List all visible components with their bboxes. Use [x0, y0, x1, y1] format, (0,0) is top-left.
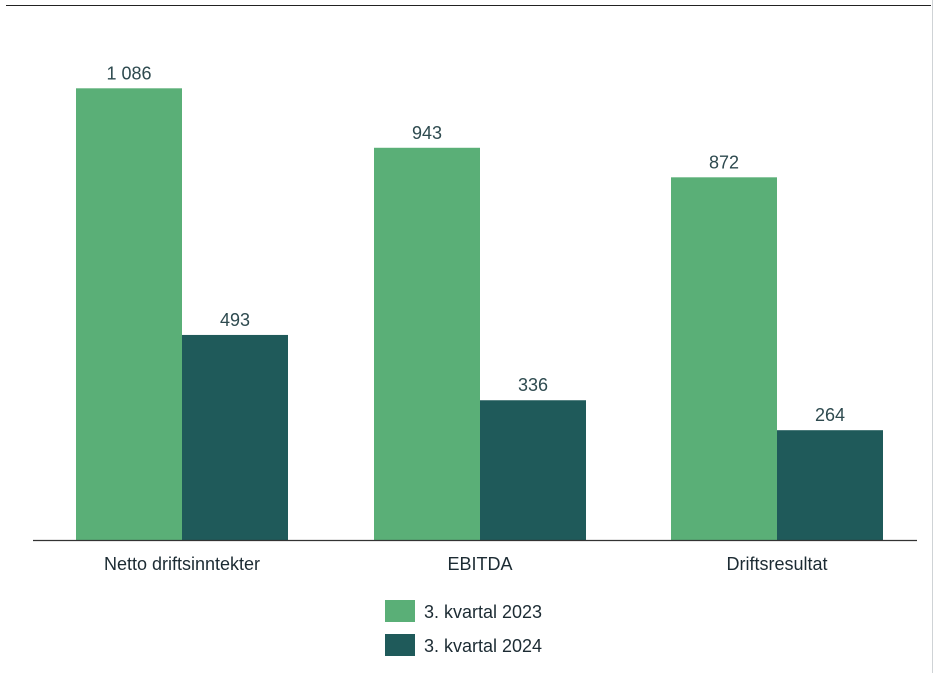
right-border	[932, 0, 933, 673]
legend-swatch	[385, 634, 415, 656]
x-tick-label: EBITDA	[447, 554, 512, 574]
x-tick-label: Netto driftsinntekter	[104, 554, 260, 574]
legend-label: 3. kvartal 2024	[424, 636, 542, 656]
data-label: 1 086	[106, 63, 151, 83]
legend: 3. kvartal 2023 3. kvartal 2024	[385, 600, 542, 656]
bar-2023-2	[671, 177, 777, 540]
x-tick-label: Driftsresultat	[726, 554, 827, 574]
legend-label: 3. kvartal 2023	[424, 602, 542, 622]
data-label: 493	[220, 310, 250, 330]
data-label: 264	[815, 405, 845, 425]
x-tick-labels-layer: Netto driftsinntekter EBITDA Driftsresulta…	[104, 554, 828, 574]
legend-swatch	[385, 600, 415, 622]
bar-2023-0	[76, 88, 182, 540]
data-label: 943	[412, 123, 442, 143]
data-label: 872	[709, 152, 739, 172]
data-label: 336	[518, 375, 548, 395]
bars-layer	[76, 88, 883, 541]
bar-2024-1	[480, 400, 586, 540]
value-labels-layer: 1 086 493 943 336 872 264	[106, 63, 845, 425]
bar-2024-2	[777, 430, 883, 540]
bar-2023-1	[374, 147, 480, 541]
bar-2024-0	[182, 334, 288, 540]
top-border	[6, 5, 931, 6]
